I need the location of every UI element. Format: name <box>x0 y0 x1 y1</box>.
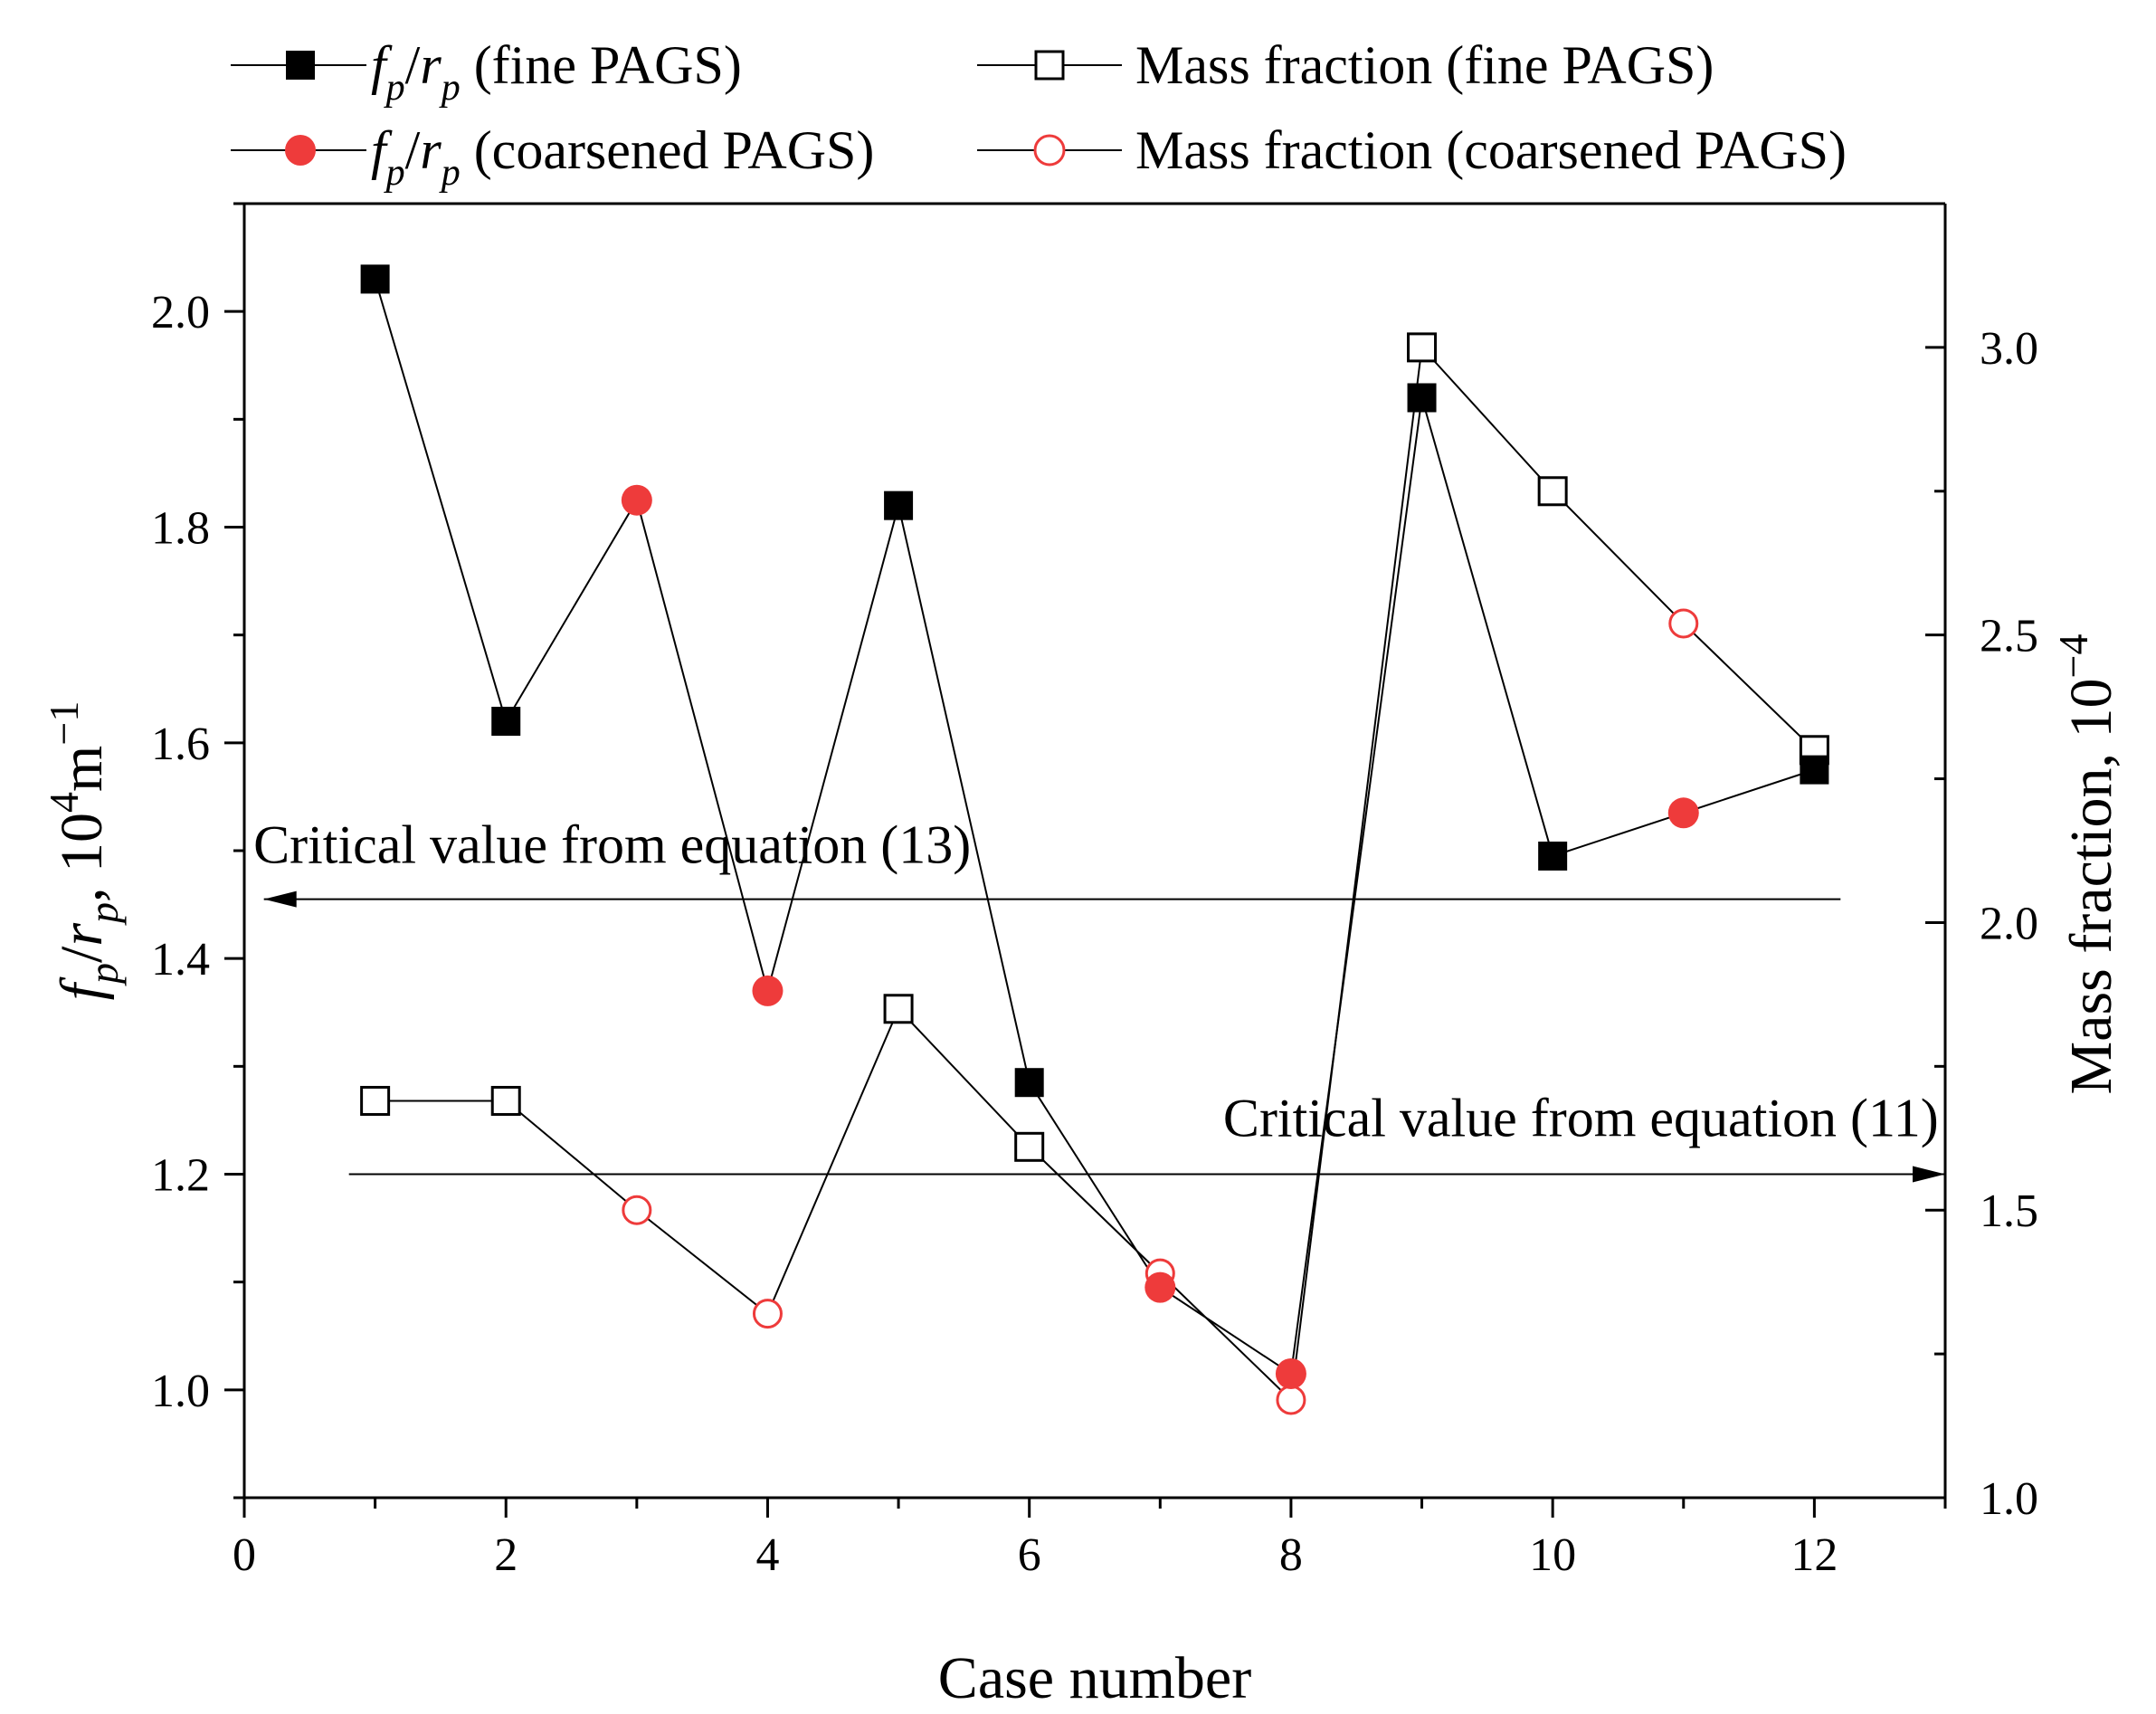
mass-fraction-fine-point <box>883 994 914 1024</box>
y-axis-right-title: Mass fraction, 10−4 <box>2050 633 2124 1094</box>
mass-fraction-fine-point <box>1537 476 1568 507</box>
ylabel-sub-p: p <box>81 902 127 926</box>
mass-fraction-coarsened-point <box>1668 608 1699 639</box>
ylabel-r: r <box>49 923 115 947</box>
y-left-tick-label: 1.0 <box>151 1366 210 1417</box>
legend-sub-p: p <box>439 67 461 109</box>
y-axis-left-title: fp/rp, 104m−1 <box>41 701 127 1001</box>
mass-fraction-fine-point <box>360 1085 391 1116</box>
ylabel-right-text: Mass fraction, 10 <box>2058 678 2124 1094</box>
legend-text: (coarsened PAGS) <box>461 120 875 180</box>
mass-fraction-coarsened-point <box>1276 1385 1306 1415</box>
y-left-tick-label: 1.2 <box>151 1150 210 1202</box>
mass-fraction-coarsened-point <box>752 1299 783 1329</box>
y-left-tick-label: 1.4 <box>151 934 210 986</box>
ylabel-unit: m <box>49 746 115 792</box>
critical-arrowhead <box>1913 1166 1945 1183</box>
legend-marker-square-filled <box>286 51 315 80</box>
fp-rp-coarsened-point <box>1667 797 1699 829</box>
legend-r: r <box>420 120 442 180</box>
ylabel-unit-exp: −1 <box>41 701 87 746</box>
y-left-tick-label: 1.6 <box>151 719 210 770</box>
legend-r: r <box>420 35 442 95</box>
x-tick-label: 6 <box>1018 1529 1041 1581</box>
fp-rp-coarsened-point <box>1275 1357 1306 1389</box>
y-right-tick-label: 3.0 <box>1980 323 2038 375</box>
legend: fp/rp (fine PAGS) Mass fraction (fine PA… <box>231 35 1847 194</box>
fp-rp-fine-point <box>1800 755 1829 785</box>
legend-item-fp-fine: fp/rp (fine PAGS) <box>231 35 742 109</box>
legend-slash: / <box>405 35 421 95</box>
ylabel-sub-p: p <box>81 963 127 986</box>
ylabel-rest: , 10 <box>49 813 115 902</box>
y-left-tick-label: 1.8 <box>151 503 210 555</box>
mass-fraction-series-line <box>375 345 1816 1403</box>
legend-item-fp-coarse: fp/rp (coarsened PAGS) <box>231 120 874 194</box>
x-tick-label: 0 <box>233 1529 256 1581</box>
legend-label-fp-fine: fp/rp (fine PAGS) <box>371 35 742 109</box>
fp-rp-series-line <box>374 279 1815 1376</box>
y-right-tick-label: 2.5 <box>1980 611 2038 662</box>
y-left-tick-label: 2.0 <box>151 287 210 338</box>
fp-rp-fine-point <box>360 264 390 294</box>
fp-rp-fine-point <box>1538 841 1568 871</box>
y-right-tick-label: 1.0 <box>1980 1473 2038 1525</box>
ylabel-right-exp: −4 <box>2050 633 2096 678</box>
mass-fraction-coarsened-point <box>622 1195 652 1225</box>
fp-rp-fine-point <box>884 490 914 520</box>
legend-marker-circle-filled <box>285 135 316 166</box>
legend-sub-p: p <box>439 152 461 194</box>
mass-fraction-fine-point <box>1407 332 1438 363</box>
legend-marker-circle-open <box>1033 134 1066 167</box>
mass-fraction-fine-point <box>1014 1131 1045 1162</box>
legend-sub-p: p <box>384 152 405 194</box>
fp-rp-fine-point <box>491 707 521 736</box>
x-tick-label: 12 <box>1790 1529 1838 1581</box>
critical-label: Critical value from equation (13) <box>253 815 971 875</box>
critical-label: Critical value from equation (11) <box>1223 1089 1939 1148</box>
y-right-tick-label: 2.0 <box>1980 898 2038 949</box>
legend-slash: / <box>405 120 421 180</box>
x-tick-label: 10 <box>1529 1529 1576 1581</box>
ylabel-slash: / <box>49 946 115 963</box>
legend-sub-p: p <box>384 67 405 109</box>
fp-rp-coarsened-point <box>752 975 784 1006</box>
mass-fraction-fine-point <box>490 1085 521 1116</box>
legend-label-fp-coarse: fp/rp (coarsened PAGS) <box>371 120 874 194</box>
x-tick-label: 2 <box>494 1529 518 1581</box>
x-tick-label: 4 <box>755 1529 779 1581</box>
critical-arrowhead <box>263 890 297 908</box>
y-right-tick-label: 1.5 <box>1980 1186 2038 1237</box>
fp-rp-fine-point <box>1014 1068 1044 1098</box>
fp-rp-coarsened-point <box>621 484 652 516</box>
legend-item-mass-coarse: Mass fraction (coarsened PAGS) <box>977 120 1847 180</box>
fp-rp-coarsened-point <box>1144 1271 1176 1303</box>
fp-rp-fine-point <box>1407 383 1437 413</box>
ticks: 0 2 4 6 8 10 12 1.0 1.2 1.4 1.6 1.8 2.0 1.0 1.5 2.0 2.5 3… <box>151 202 2038 1581</box>
ylabel-exp: 4 <box>41 792 87 813</box>
legend-label-mass-fine: Mass fraction (fine PAGS) <box>1135 35 1714 95</box>
series <box>360 264 1829 1415</box>
legend-label-mass-coarse: Mass fraction (coarsened PAGS) <box>1135 120 1847 180</box>
x-tick-label: 8 <box>1279 1529 1303 1581</box>
legend-marker-square-open <box>1034 50 1065 81</box>
legend-text: (fine PAGS) <box>461 35 742 95</box>
x-axis-title: Case number <box>938 1645 1251 1711</box>
legend-item-mass-fine: Mass fraction (fine PAGS) <box>977 35 1714 95</box>
critical-lines: Critical value from equation (13) Critica… <box>253 815 1945 1183</box>
